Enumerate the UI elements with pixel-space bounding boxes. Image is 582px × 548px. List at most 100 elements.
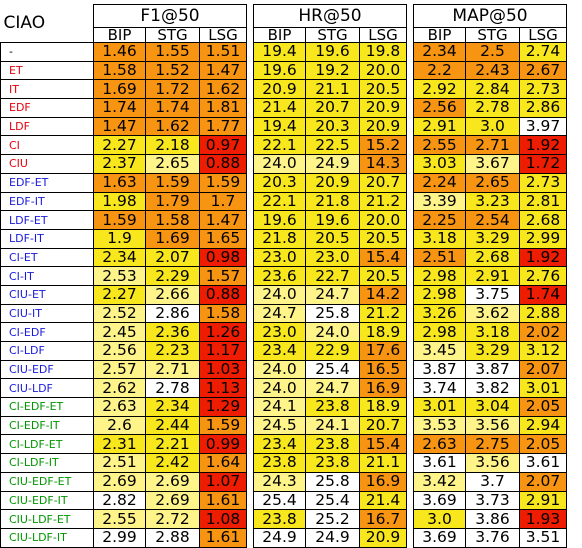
value-cell: 2.82 xyxy=(93,490,146,511)
value-cell: 16.9 xyxy=(359,378,407,399)
group-header-map: MAP@50 xyxy=(413,4,567,28)
table-row: CI-EDF-IT 2.6 2.44 1.59 24.5 24.1 20.7 3.53 3.56… xyxy=(0,415,567,436)
value-cell: 1.77 xyxy=(199,116,247,137)
value-cell: 1.03 xyxy=(199,359,247,380)
value-cell: 1.59 xyxy=(145,172,200,193)
value-cell: 2.5 xyxy=(465,42,520,62)
table-row: LDF 1.47 1.62 1.77 19.4 20.3 20.9 2.91 3.0 3.97 xyxy=(0,116,567,137)
value-cell: 1.61 xyxy=(199,527,247,548)
value-cell: 21.8 xyxy=(253,228,306,249)
value-cell: 2.81 xyxy=(519,191,567,212)
value-cell: 23.8 xyxy=(305,453,360,473)
value-cell: 1.58 xyxy=(145,210,200,230)
table-row: CI 2.27 2.18 0.97 22.1 22.5 15.2 2.55 2.71 1.92 xyxy=(0,135,567,156)
row-label: EDF-IT xyxy=(0,191,94,212)
subcol-header: BIP xyxy=(93,27,146,43)
value-cell: 3.26 xyxy=(413,303,466,324)
value-cell: 1.57 xyxy=(199,266,247,286)
row-label: LDF xyxy=(0,116,94,137)
value-cell: 1.65 xyxy=(199,228,247,249)
value-cell: 3.01 xyxy=(519,378,567,399)
group-header-hr: HR@50 xyxy=(253,4,407,28)
value-cell: 1.08 xyxy=(199,509,247,529)
row-label: CIU-EDF-IT xyxy=(0,490,94,511)
value-cell: 2.18 xyxy=(145,135,200,156)
value-cell: 1.52 xyxy=(145,60,200,81)
value-cell: 15.4 xyxy=(359,434,407,455)
value-cell: 2.05 xyxy=(519,397,567,417)
row-label: EDF-ET xyxy=(0,172,94,193)
value-cell: 20.0 xyxy=(359,60,407,81)
value-cell: 19.6 xyxy=(253,210,306,230)
value-cell: 2.07 xyxy=(145,247,200,268)
corner-label: CIAO xyxy=(3,13,46,34)
value-cell: 1.92 xyxy=(519,247,567,268)
table-row: EDF-ET 1.63 1.59 1.59 20.3 20.9 20.7 2.24 2.65 2.… xyxy=(0,172,567,193)
value-cell: 14.2 xyxy=(359,284,407,305)
value-cell: 3.67 xyxy=(465,154,520,174)
table-row: CIU-ET 2.27 2.66 0.88 24.0 24.7 14.2 2.98 3.75 1.… xyxy=(0,284,567,305)
value-cell: 2.94 xyxy=(519,415,567,436)
row-label: LDF-ET xyxy=(0,210,94,230)
row-label: CI-LDF-IT xyxy=(0,453,94,473)
value-cell: 2.55 xyxy=(93,509,146,529)
value-cell: 2.98 xyxy=(413,322,466,342)
value-cell: 3.75 xyxy=(465,284,520,305)
row-label: IT xyxy=(0,79,94,100)
value-cell: 21.4 xyxy=(253,98,306,118)
value-cell: 22.1 xyxy=(253,191,306,212)
value-cell: 20.5 xyxy=(359,228,407,249)
value-cell: 2.6 xyxy=(93,415,146,436)
value-cell: 24.7 xyxy=(305,284,360,305)
value-cell: 23.0 xyxy=(305,247,360,268)
value-cell: 19.6 xyxy=(253,60,306,81)
value-cell: 19.4 xyxy=(253,42,306,62)
value-cell: 23.4 xyxy=(253,341,306,361)
row-label: CI xyxy=(0,135,94,156)
value-cell: 3.03 xyxy=(413,154,466,174)
value-cell: 3.45 xyxy=(413,341,466,361)
value-cell: 16.5 xyxy=(359,359,407,380)
value-cell: 21.2 xyxy=(359,303,407,324)
value-cell: 3.39 xyxy=(413,191,466,212)
value-cell: 24.1 xyxy=(305,415,360,436)
value-cell: 3.82 xyxy=(465,378,520,399)
value-cell: 2.25 xyxy=(413,210,466,230)
value-cell: 23.0 xyxy=(253,247,306,268)
table-row: CIU-IT 2.52 2.86 1.58 24.7 25.8 21.2 3.26 3.62 2.… xyxy=(0,303,567,324)
value-cell: 24.9 xyxy=(305,527,360,548)
value-cell: 3.18 xyxy=(413,228,466,249)
value-cell: 24.0 xyxy=(253,378,306,399)
value-cell: 2.98 xyxy=(413,284,466,305)
value-cell: 2.78 xyxy=(465,98,520,118)
value-cell: 25.8 xyxy=(305,471,360,492)
value-cell: 2.07 xyxy=(519,471,567,492)
value-cell: 2.24 xyxy=(413,172,466,193)
value-cell: 3.12 xyxy=(519,341,567,361)
value-cell: 2.91 xyxy=(519,490,567,511)
value-cell: 3.86 xyxy=(465,509,520,529)
value-cell: 3.61 xyxy=(413,453,466,473)
value-cell: 1.62 xyxy=(199,79,247,100)
value-cell: 0.88 xyxy=(199,284,247,305)
row-label: CIU xyxy=(0,154,94,174)
value-cell: 17.6 xyxy=(359,341,407,361)
value-cell: 20.7 xyxy=(305,98,360,118)
value-cell: 1.63 xyxy=(93,172,146,193)
table-row: ET 1.58 1.52 1.47 19.6 19.2 20.0 2.2 2.43 2.67 xyxy=(0,60,567,81)
value-cell: 1.81 xyxy=(199,98,247,118)
value-cell: 2.69 xyxy=(145,490,200,511)
value-cell: 21.1 xyxy=(359,453,407,473)
value-cell: 2.31 xyxy=(93,434,146,455)
value-cell: 23.0 xyxy=(253,322,306,342)
value-cell: 1.13 xyxy=(199,378,247,399)
value-cell: 24.5 xyxy=(253,415,306,436)
row-label: CIU-EDF xyxy=(0,359,94,380)
value-cell: 2.99 xyxy=(519,228,567,249)
value-cell: 3.61 xyxy=(519,453,567,473)
value-cell: 19.6 xyxy=(305,210,360,230)
value-cell: 1.59 xyxy=(93,210,146,230)
value-cell: 16.9 xyxy=(359,471,407,492)
subcol-header: LSG xyxy=(199,27,247,43)
value-cell: 1.29 xyxy=(199,397,247,417)
